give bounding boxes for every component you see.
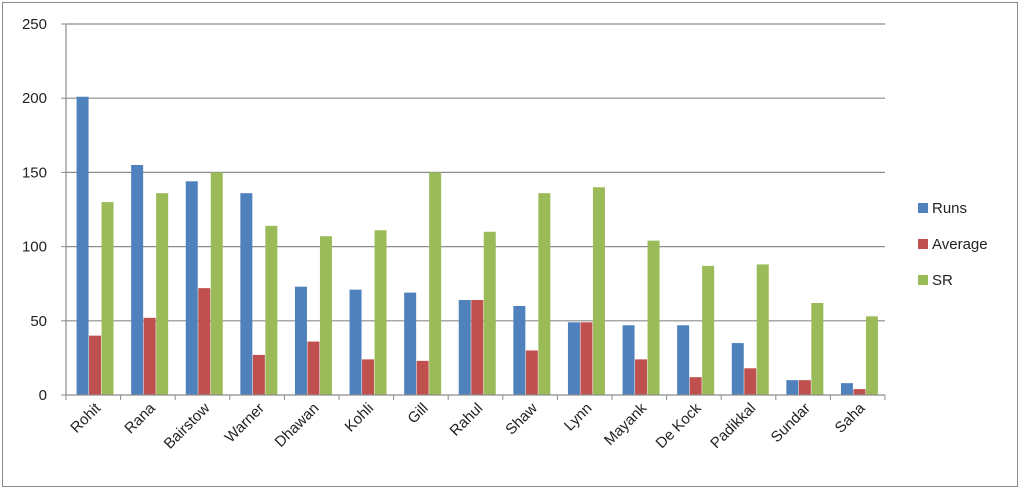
bar-runs-gill xyxy=(404,292,417,395)
bar-runs-rohit xyxy=(76,96,89,395)
bar-average-de-kock xyxy=(689,377,702,395)
y-tick-label: 50 xyxy=(30,313,47,330)
y-tick-label: 150 xyxy=(22,164,47,181)
bar-average-rahul xyxy=(471,300,484,395)
x-tick-label: Dhawan xyxy=(272,400,323,451)
bar-sr-kohli xyxy=(374,230,387,395)
bar-sr-rohit xyxy=(101,202,114,395)
x-tick-label: Warner xyxy=(222,400,268,446)
x-tick-label: Bairstow xyxy=(161,400,214,453)
bar-runs-rahul xyxy=(458,300,471,395)
bars xyxy=(76,96,878,395)
bar-runs-de-kock xyxy=(677,325,690,395)
bar-sr-gill xyxy=(429,172,442,395)
bar-runs-padikkal xyxy=(731,343,744,395)
legend-swatch-sr xyxy=(918,275,928,285)
bar-average-lynn xyxy=(580,322,593,395)
bar-sr-bairstow xyxy=(210,172,223,395)
bar-average-sundar xyxy=(798,380,811,395)
bar-average-warner xyxy=(252,354,265,395)
bar-average-rana xyxy=(143,317,156,395)
chart-frame xyxy=(2,2,1018,487)
legend-label-average: Average xyxy=(932,236,988,253)
bar-runs-warner xyxy=(240,193,253,395)
bar-average-dhawan xyxy=(307,341,320,395)
y-tick-label: 0 xyxy=(39,387,47,404)
legend: Runs Average SR xyxy=(918,200,988,289)
x-tick-label: Mayank xyxy=(601,399,651,449)
bar-sr-de-kock xyxy=(702,265,715,395)
bar-runs-mayank xyxy=(622,325,635,395)
bar-sr-dhawan xyxy=(319,236,332,395)
bar-runs-sundar xyxy=(786,380,799,395)
bar-average-mayank xyxy=(635,359,648,395)
legend-swatch-runs xyxy=(918,203,928,213)
bar-sr-saha xyxy=(865,316,878,395)
x-tick-label: Kohli xyxy=(342,400,378,436)
x-tick-label: Rahul xyxy=(447,400,487,440)
bar-sr-shaw xyxy=(538,193,551,395)
y-tick-label: 100 xyxy=(22,239,47,256)
x-tick-label: De Kock xyxy=(653,399,705,451)
y-tick-label: 250 xyxy=(22,16,47,33)
bar-runs-kohli xyxy=(349,289,362,395)
x-tick-label: Lynn xyxy=(561,400,596,435)
bar-sr-warner xyxy=(265,225,278,395)
bar-sr-mayank xyxy=(647,240,660,395)
legend-label-runs: Runs xyxy=(932,200,967,217)
bar-runs-dhawan xyxy=(294,286,307,395)
x-tick-label: Rana xyxy=(121,399,159,437)
bar-sr-padikkal xyxy=(756,264,769,395)
x-tick-label: Sundar xyxy=(768,400,814,446)
bar-runs-rana xyxy=(131,164,144,395)
bar-sr-rahul xyxy=(483,231,496,395)
bar-runs-bairstow xyxy=(185,181,198,395)
bar-average-kohli xyxy=(362,359,375,395)
x-tick-label: Saha xyxy=(832,399,869,436)
bar-sr-sundar xyxy=(811,302,824,395)
bar-average-saha xyxy=(853,389,866,395)
bar-average-padikkal xyxy=(744,368,757,395)
bar-runs-saha xyxy=(840,383,853,395)
bar-average-bairstow xyxy=(198,288,211,395)
legend-swatch-average xyxy=(918,239,928,249)
bar-average-shaw xyxy=(525,350,538,395)
legend-label-sr: SR xyxy=(932,272,953,289)
bar-runs-lynn xyxy=(567,322,580,395)
bar-average-gill xyxy=(416,360,429,395)
bar-runs-shaw xyxy=(513,305,526,395)
x-tick-label: Padikkal xyxy=(707,400,759,452)
bar-sr-rana xyxy=(156,193,169,395)
x-tick-label: Rohit xyxy=(67,399,104,436)
bar-sr-lynn xyxy=(592,187,605,395)
y-tick-label: 200 xyxy=(22,90,47,107)
bar-average-rohit xyxy=(89,335,102,395)
x-tick-label: Gill xyxy=(404,400,431,427)
x-tick-label: Shaw xyxy=(502,400,541,439)
